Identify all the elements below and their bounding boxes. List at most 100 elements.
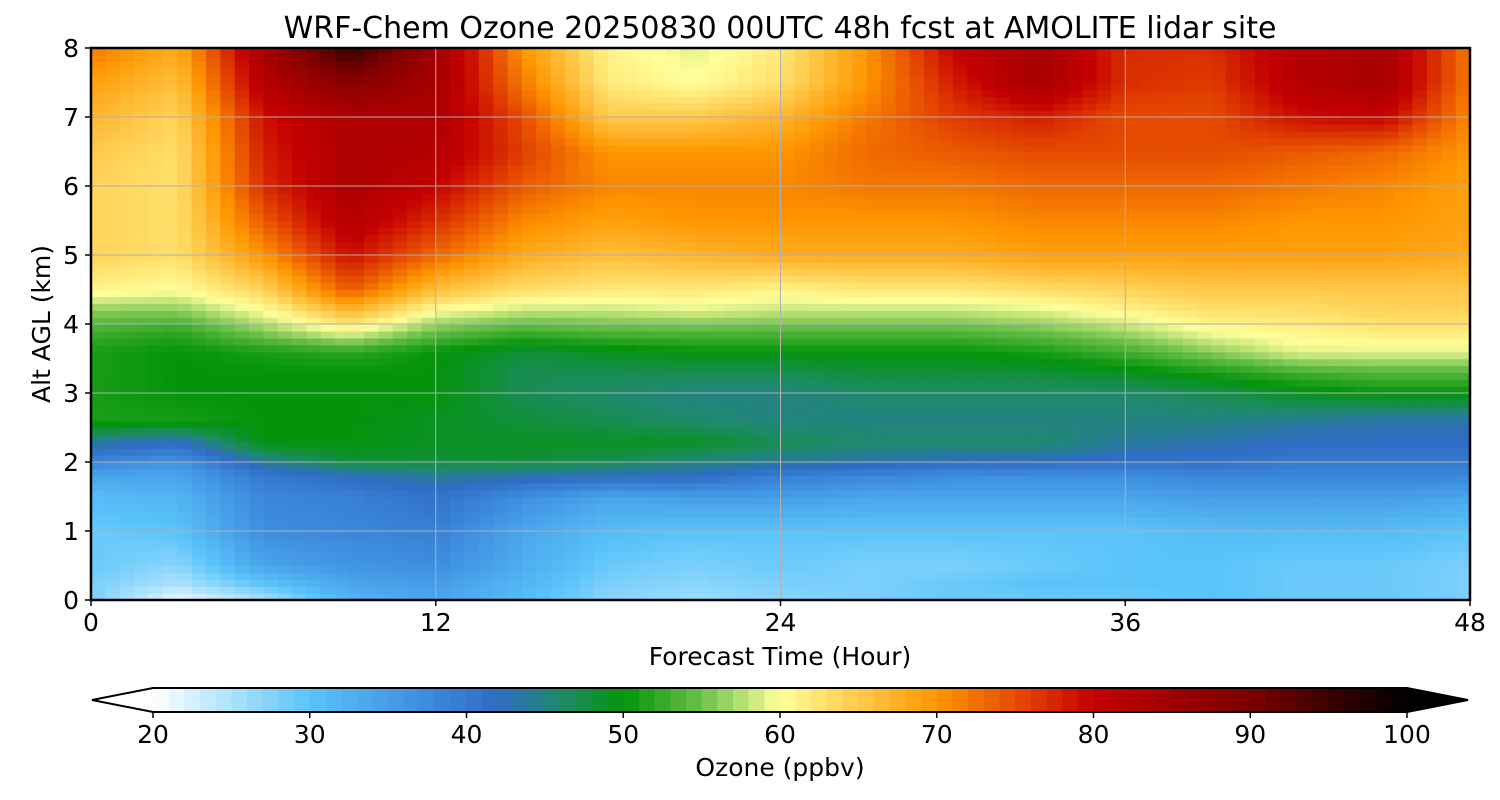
heatmap-cell xyxy=(809,261,825,270)
heatmap-cell xyxy=(708,537,724,546)
heatmap-cell xyxy=(708,586,724,594)
heatmap-cell xyxy=(1010,303,1026,311)
heatmap-cell xyxy=(1182,565,1198,574)
heatmap-cell xyxy=(1082,324,1098,332)
heatmap-cell xyxy=(565,565,581,574)
heatmap-cell xyxy=(478,324,494,332)
heatmap-cell xyxy=(1153,386,1170,394)
heatmap-cell xyxy=(881,330,897,339)
heatmap-cell xyxy=(1197,517,1213,525)
heatmap-cell xyxy=(995,441,1012,449)
heatmap-cell xyxy=(1096,593,1112,601)
heatmap-cell xyxy=(435,482,451,491)
heatmap-cell xyxy=(1340,324,1356,332)
heatmap-cell xyxy=(1067,358,1083,367)
heatmap-cell xyxy=(378,337,394,346)
heatmap-cell xyxy=(464,482,480,491)
heatmap-cell xyxy=(1383,248,1399,256)
heatmap-cell xyxy=(938,393,954,401)
heatmap-cell xyxy=(708,531,724,539)
heatmap-cell xyxy=(1340,551,1356,560)
heatmap-cell xyxy=(1283,324,1299,332)
heatmap-cell xyxy=(679,489,696,498)
heatmap-cell xyxy=(162,261,178,270)
heatmap-cell xyxy=(1240,510,1256,518)
heatmap-cell xyxy=(392,427,408,436)
heatmap-cell xyxy=(162,317,178,325)
heatmap-cell xyxy=(349,330,365,339)
heatmap-cell xyxy=(565,317,581,325)
heatmap-cell xyxy=(881,551,897,560)
heatmap-cell xyxy=(823,551,839,560)
heatmap-cell xyxy=(809,393,825,401)
heatmap-cell xyxy=(507,496,523,505)
heatmap-cell xyxy=(909,303,925,311)
heatmap-cell xyxy=(723,296,739,304)
heatmap-cell xyxy=(349,524,365,532)
heatmap-cell xyxy=(493,448,509,456)
heatmap-cell xyxy=(1096,482,1112,491)
heatmap-cell xyxy=(723,434,739,442)
heatmap-cell xyxy=(435,496,451,505)
heatmap-cell xyxy=(1268,524,1284,532)
heatmap-cell xyxy=(1182,310,1198,318)
heatmap-cell xyxy=(1153,537,1170,546)
heatmap-cell xyxy=(1110,344,1126,353)
heatmap-cell xyxy=(507,579,523,587)
heatmap-cell xyxy=(952,324,968,332)
heatmap-cell xyxy=(708,248,724,256)
heatmap-cell xyxy=(335,579,351,587)
heatmap-cell xyxy=(119,455,135,463)
heatmap-cell xyxy=(1455,434,1471,442)
heatmap-cell xyxy=(1297,351,1313,360)
heatmap-cell xyxy=(1369,406,1385,415)
heatmap-cell xyxy=(1297,503,1313,511)
heatmap-cell xyxy=(421,261,437,270)
heatmap-cell xyxy=(593,275,609,284)
heatmap-cell xyxy=(464,510,480,518)
heatmap-cell xyxy=(751,462,767,470)
heatmap-cell xyxy=(536,455,552,463)
heatmap-cell xyxy=(579,565,595,574)
heatmap-cell xyxy=(363,537,379,546)
heatmap-cell xyxy=(1139,565,1155,574)
heatmap-cell xyxy=(421,531,437,539)
heatmap-cell xyxy=(1053,593,1069,601)
heatmap-cell xyxy=(565,475,581,484)
heatmap-cell xyxy=(1311,572,1328,580)
heatmap-cell xyxy=(823,503,839,511)
heatmap-cell xyxy=(320,337,336,346)
heatmap-cell xyxy=(363,565,379,574)
heatmap-cell xyxy=(593,455,609,463)
heatmap-cell xyxy=(967,324,983,332)
heatmap-cell xyxy=(1039,448,1055,456)
heatmap-cell xyxy=(1211,503,1227,511)
heatmap-cell xyxy=(1311,462,1328,470)
heatmap-cell xyxy=(91,372,107,380)
heatmap-cell xyxy=(809,275,825,284)
heatmap-cell xyxy=(967,531,983,539)
heatmap-cell xyxy=(1398,524,1414,532)
heatmap-cell xyxy=(579,537,595,546)
heatmap-cell xyxy=(349,427,365,436)
heatmap-cell xyxy=(177,303,193,311)
heatmap-cell xyxy=(450,510,466,518)
heatmap-cell xyxy=(1398,372,1414,380)
heatmap-cell xyxy=(1053,468,1069,477)
heatmap-cell xyxy=(809,558,825,567)
heatmap-cell xyxy=(1455,310,1471,318)
heatmap-cell xyxy=(91,289,107,298)
heatmap-cell xyxy=(809,248,825,256)
heatmap-cell xyxy=(651,241,667,249)
heatmap-cell xyxy=(1412,434,1428,442)
heatmap-cell xyxy=(665,420,681,429)
heatmap-cell xyxy=(464,496,480,505)
heatmap-cell xyxy=(1311,413,1328,422)
heatmap-cell xyxy=(952,365,968,373)
heatmap-cell xyxy=(1082,558,1098,567)
heatmap-cell xyxy=(349,372,365,380)
heatmap-cell xyxy=(679,268,696,277)
heatmap-cell xyxy=(249,324,265,332)
heatmap-cell xyxy=(1211,330,1227,339)
heatmap-cell xyxy=(1311,468,1328,477)
